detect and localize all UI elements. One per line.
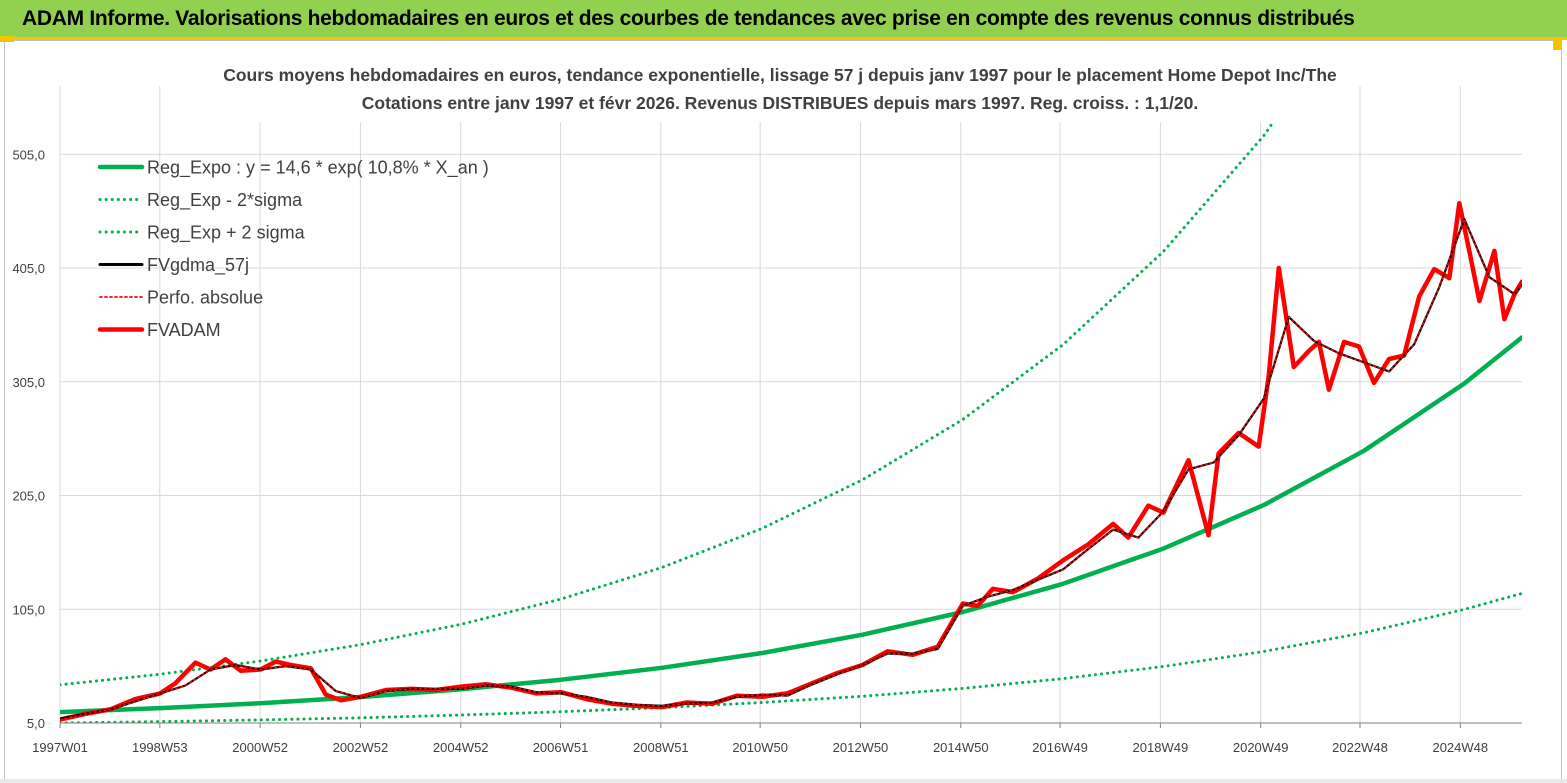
series-line-0 [60, 335, 1522, 715]
report-banner: ADAM Informe. Valorisations hebdomadaire… [0, 0, 1567, 40]
legend-overlay-mask [1345, 66, 1525, 110]
series-line-3 [60, 218, 1522, 720]
x-tick-label: 1997W01 [32, 740, 88, 755]
legend-label: Reg_Exp - 2*sigma [147, 190, 303, 211]
corner-marker-left [0, 36, 14, 42]
bottom-strip [0, 779, 1567, 783]
legend-label: FVADAM [147, 320, 221, 340]
series-layer [60, 86, 1522, 723]
y-tick-label: 305,0 [12, 375, 45, 390]
legend-label: Reg_Exp + 2 sigma [147, 223, 306, 244]
x-tick-label: 2000W52 [232, 740, 288, 755]
x-tick-label: 2024W48 [1432, 740, 1488, 755]
x-tick-label: 2008W51 [633, 740, 689, 755]
x-tick-label: 2016W49 [1032, 740, 1088, 755]
axis-layer: 5,0 105,0 205,0 305,0 405,0 505,0 1997W01 1998W… [12, 147, 1522, 755]
x-tick-label: 2018W49 [1133, 740, 1189, 755]
corner-marker-right [1553, 40, 1562, 50]
title-background [215, 62, 1345, 122]
y-tick-label: 405,0 [12, 261, 45, 276]
y-tick-label: 105,0 [12, 602, 45, 617]
x-tick-label: 2012W50 [833, 740, 889, 755]
x-tick-label: 2014W50 [933, 740, 989, 755]
series-line-1 [60, 591, 1522, 723]
y-tick-label: 205,0 [12, 489, 45, 504]
legend-label: Perfo. absolue [147, 288, 263, 308]
x-tick-label: 1998W53 [132, 740, 188, 755]
x-tick-label: 2020W49 [1233, 740, 1289, 755]
series-line-4 [60, 218, 1522, 721]
chart-title-line2: Cotations entre janv 1997 et févr 2026. … [362, 93, 1198, 113]
legend: Reg_Expo : y = 14,6 * exp( 10,8% * X_an … [97, 158, 489, 340]
report-title: ADAM Informe. Valorisations hebdomadaire… [22, 7, 1355, 30]
x-tick-label: 2006W51 [533, 740, 589, 755]
series-line-5 [60, 200, 1522, 722]
x-tick-label: 2004W52 [433, 740, 489, 755]
y-tick-label: 5,0 [27, 716, 45, 731]
x-tick-label: 2002W52 [333, 740, 389, 755]
x-tick-label: 2010W50 [732, 740, 788, 755]
y-tick-label: 505,0 [12, 147, 45, 162]
chart-title-line1: Cours moyens hebdomadaires en euros, ten… [223, 65, 1337, 85]
legend-label: FVgdma_57j [147, 255, 249, 276]
x-tick-label: 2022W48 [1332, 740, 1388, 755]
grid-layer [59, 86, 1522, 724]
legend-label: Reg_Expo : y = 14,6 * exp( 10,8% * X_an … [147, 158, 489, 179]
